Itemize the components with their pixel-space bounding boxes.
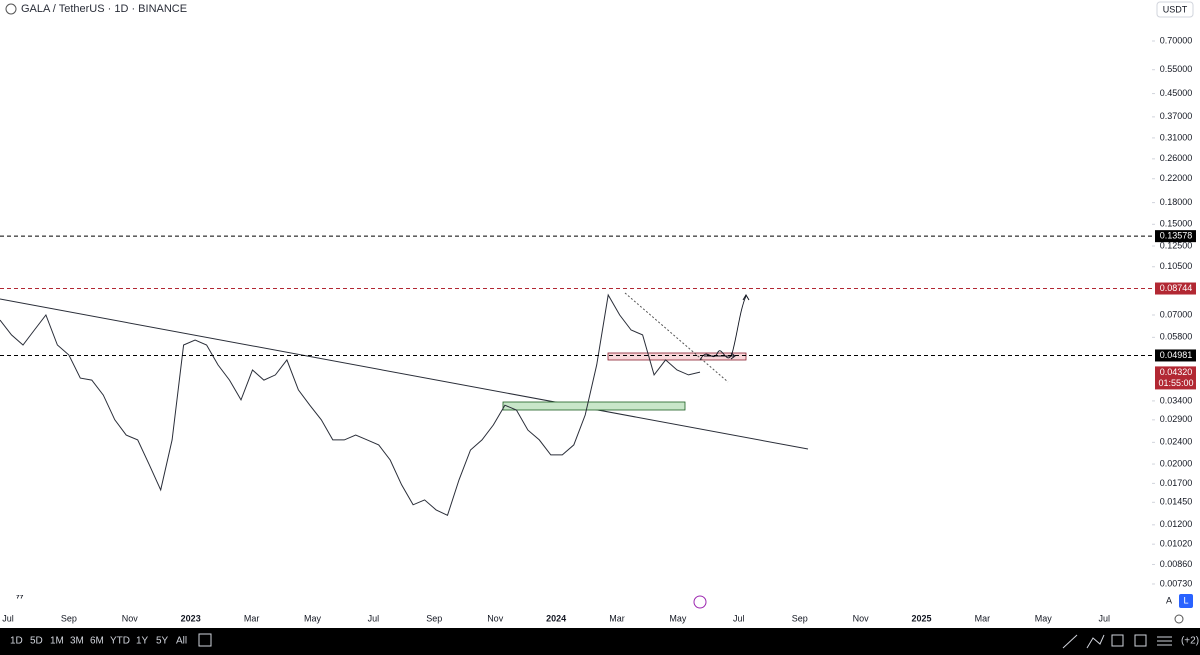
y-tick-label: 0.05800: [1160, 332, 1193, 342]
price-line: [0, 293, 701, 516]
y-tick-label: 0.12500: [1160, 240, 1193, 250]
timeframe-button[interactable]: 3M: [70, 636, 84, 647]
symbol-icon: [5, 3, 17, 15]
y-tick-label: 0.01020: [1160, 539, 1193, 549]
toolbar-extra[interactable]: (+2): [1181, 636, 1199, 647]
settings-icon[interactable]: [1174, 614, 1184, 624]
price-level-label: 0.04981: [1160, 350, 1193, 360]
timeframe-button[interactable]: 1D: [10, 636, 23, 647]
y-tick-label: 0.02900: [1160, 414, 1193, 424]
rect-tool[interactable]: [1111, 634, 1124, 647]
x-tick-label: Mar: [609, 613, 625, 623]
x-tick-label: May: [1035, 613, 1053, 623]
x-tick-label: 2024: [546, 613, 566, 623]
timeframe-button[interactable]: 6M: [90, 636, 104, 647]
timeframe-button[interactable]: 1M: [50, 636, 64, 647]
y-tick-label: 0.01700: [1160, 478, 1193, 488]
countdown: 01:55:00: [1158, 378, 1193, 388]
y-tick-label: 0.15000: [1160, 219, 1193, 229]
y-tick-label: 0.00860: [1160, 559, 1193, 569]
support-box: [502, 401, 686, 411]
drawing-tools: [1062, 634, 1172, 649]
plot: [0, 292, 809, 516]
x-tick-label: Sep: [426, 613, 442, 623]
timeframe-button[interactable]: 1Y: [136, 636, 149, 647]
log-scale-button[interactable]: L: [1183, 595, 1188, 605]
price-level-label-bg: [1155, 282, 1196, 295]
trendline: [0, 298, 809, 450]
arrow: [704, 352, 736, 360]
y-tick-label: 0.01450: [1160, 497, 1193, 507]
event-icon: [693, 595, 707, 609]
x-tick-label: Jul: [368, 613, 380, 623]
x-tick-label: Jul: [733, 613, 745, 623]
last-price-bg: [1155, 366, 1196, 390]
y-tick-label: 0.26000: [1160, 153, 1193, 163]
x-tick-label: 2025: [911, 613, 931, 623]
y-tick-label: 0.02000: [1160, 458, 1193, 468]
x-tick-label: Nov: [487, 613, 504, 623]
x-tick-label: Mar: [975, 613, 991, 623]
price-level-label: 0.13578: [1160, 231, 1193, 241]
line-tool[interactable]: [1062, 634, 1078, 649]
x-tick-label: Sep: [61, 613, 77, 623]
x-tick-label: May: [304, 613, 322, 623]
resistance-box: [607, 352, 747, 361]
arrow-head: [742, 294, 750, 301]
x-tick-label: 2023: [181, 613, 201, 623]
log-button-bg: [1179, 594, 1193, 608]
y-tick-label: 0.18000: [1160, 197, 1193, 207]
projection-arrow: [699, 295, 747, 361]
x-tick-label: May: [669, 613, 687, 623]
x-tick-label: Nov: [122, 613, 139, 623]
dotted-trendline: [624, 292, 729, 383]
x-tick-label: Jul: [2, 613, 14, 623]
measure-tool[interactable]: [1134, 634, 1147, 647]
y-tick-label: 0.07000: [1160, 309, 1193, 319]
timeframe-button[interactable]: 5Y: [156, 636, 169, 647]
y-tick-label: 0.31000: [1160, 132, 1193, 142]
y-tick-label: 0.37000: [1160, 111, 1193, 121]
last-price-label: 0.04320: [1160, 367, 1193, 377]
currency-button[interactable]: [1156, 1, 1194, 18]
y-tick-label: 0.01200: [1160, 519, 1193, 529]
auto-scale-button[interactable]: A: [1166, 595, 1172, 605]
menu-tool[interactable]: [1157, 636, 1172, 646]
x-tick-label: Sep: [792, 613, 808, 623]
chart-title: GALA / TetherUS · 1D · BINANCE: [21, 3, 187, 15]
timeframe-button[interactable]: YTD: [110, 636, 130, 647]
y-tick-label: 0.00730: [1160, 578, 1193, 588]
price-level-label-bg: [1155, 349, 1196, 362]
path-tool[interactable]: [1086, 634, 1105, 649]
x-tick-label: Nov: [853, 613, 870, 623]
price-level-label-bg: [1155, 230, 1196, 243]
y-tick-label: 0.70000: [1160, 35, 1193, 45]
logo: ⁷⁷: [16, 592, 24, 602]
y-tick-label: 0.10500: [1160, 261, 1193, 271]
timeframe-button[interactable]: 5D: [30, 636, 43, 647]
x-tick-label: Mar: [244, 613, 260, 623]
y-tick-label: 0.55000: [1160, 64, 1193, 74]
date-range-icon[interactable]: [198, 633, 212, 647]
price-level-label: 0.08744: [1160, 283, 1193, 293]
currency: USDT: [1163, 4, 1188, 14]
x-tick-label: Jul: [1098, 613, 1110, 623]
y-tick-label: 0.02400: [1160, 437, 1193, 447]
y-tick-label: 0.22000: [1160, 173, 1193, 183]
y-tick-label: 0.45000: [1160, 88, 1193, 98]
timeframe-button[interactable]: All: [176, 636, 187, 647]
y-tick-label: 0.03400: [1160, 395, 1193, 405]
bottom-toolbar: [0, 628, 1200, 655]
